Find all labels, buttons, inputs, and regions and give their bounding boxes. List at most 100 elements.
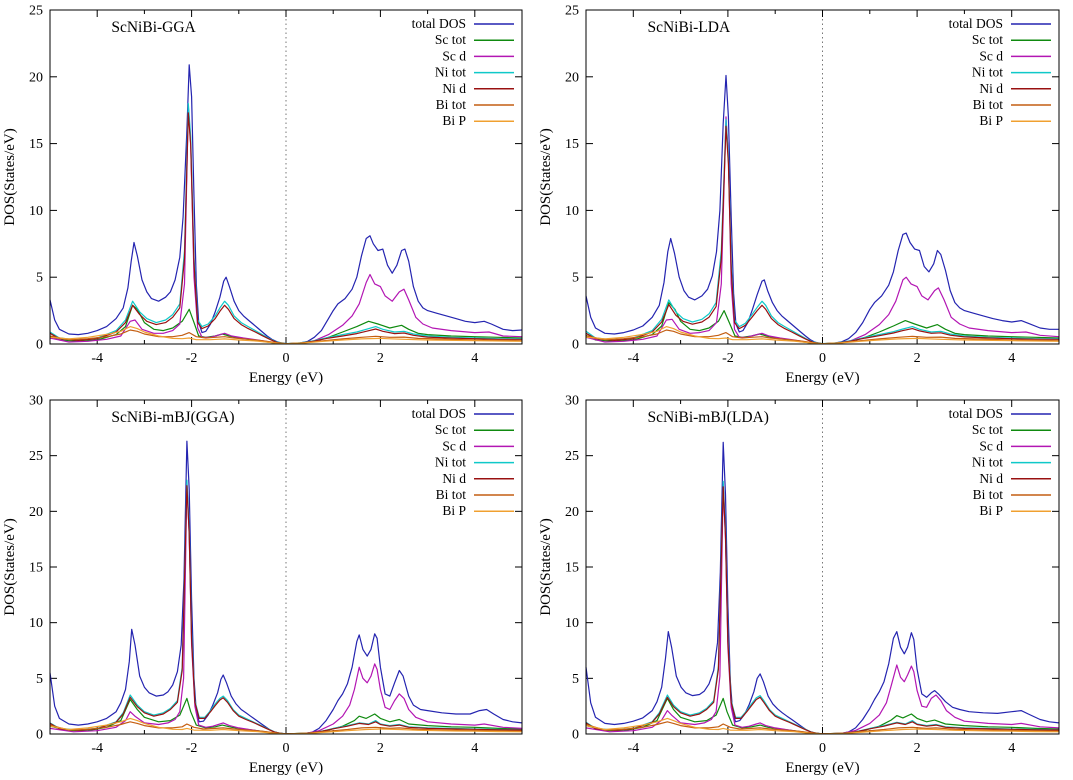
x-tick-label: 0 <box>819 351 826 366</box>
y-tick-label: 30 <box>29 394 43 409</box>
legend-label-sc-tot: Sc tot <box>972 422 1003 437</box>
legend-label-ni-d: Ni d <box>442 471 466 486</box>
y-tick-label: 25 <box>565 449 579 464</box>
legend-label-sc-tot: Sc tot <box>435 32 466 47</box>
y-tick-label: 25 <box>29 449 43 464</box>
plot-border <box>585 9 1060 345</box>
y-tick-label: 25 <box>565 4 579 19</box>
legend-label-ni-tot: Ni tot <box>435 455 466 470</box>
legend-label-sc-d: Sc d <box>442 48 466 63</box>
x-tick-label: -4 <box>91 351 103 366</box>
legend-label-total-dos: total DOS <box>412 16 466 31</box>
y-tick-label: 10 <box>565 616 579 631</box>
y-tick-label: 5 <box>572 271 579 286</box>
panel-scnibi-mbj-lda: 0 5 10 15 20 25 30 -4 -2 0 2 4 ScNiBi-mBJ(LDA) Energy… <box>536 390 1073 780</box>
chart-scnibi-gga: 0 5 10 15 20 25 -4 -2 0 2 4 ScNiBi-GGA Energy (eV) DO… <box>2 4 523 386</box>
legend-label-bi-p: Bi P <box>442 113 466 128</box>
legend-label-sc-tot: Sc tot <box>972 32 1003 47</box>
series-bi-p <box>49 326 523 345</box>
panel-title: ScNiBi-mBJ(GGA) <box>111 409 234 426</box>
series-ni-tot <box>585 119 1059 345</box>
legend-label-bi-p: Bi P <box>979 113 1003 128</box>
y-axis-label: DOS(States/eV) <box>2 518 18 616</box>
series-bi-tot <box>49 329 523 345</box>
y-tick-label: 15 <box>29 561 43 576</box>
panel-title: ScNiBi-GGA <box>111 19 196 36</box>
x-axis-label: Energy (eV) <box>785 760 859 776</box>
series-total-dos <box>585 441 1060 735</box>
legend-label-ni-d: Ni d <box>979 471 1003 486</box>
series-sc-d <box>49 482 523 735</box>
y-tick-label: 0 <box>36 338 43 353</box>
plot-border <box>49 9 523 345</box>
x-tick-label: 2 <box>377 351 384 366</box>
x-axis-label: Energy (eV) <box>249 760 323 776</box>
legend-label-bi-tot: Bi tot <box>436 487 467 502</box>
x-tick-label: 0 <box>819 741 826 756</box>
y-axis-label: DOS(States/eV) <box>2 128 18 226</box>
x-tick-label: -2 <box>722 741 734 756</box>
series-ni-d <box>585 125 1060 345</box>
x-tick-label: 2 <box>914 741 921 756</box>
legend-label-ni-d: Ni d <box>979 81 1003 96</box>
panel-scnibi-lda: 0 5 10 15 20 25 -4 -2 0 2 4 ScNiBi-LDA Energy (eV) DO… <box>536 0 1073 390</box>
series-ni-d <box>585 486 1060 735</box>
series-ni-d <box>49 485 523 735</box>
series-total-dos <box>585 74 1059 345</box>
legend-label-ni-tot: Ni tot <box>435 65 466 80</box>
x-tick-label: -2 <box>722 351 734 366</box>
x-tick-label: 4 <box>1008 351 1015 366</box>
y-tick-label: 25 <box>29 4 43 19</box>
panel-scnibi-mbj-gga: 0 5 10 15 20 25 30 -4 -2 0 2 4 ScNiBi-mBJ(GGA) Energy… <box>0 390 536 780</box>
legend-label-ni-tot: Ni tot <box>972 455 1003 470</box>
y-tick-label: 10 <box>29 204 43 219</box>
x-tick-label: -2 <box>186 741 198 756</box>
series-bi-tot <box>49 721 523 735</box>
plot-border <box>49 399 523 735</box>
y-axis-label: DOS(States/eV) <box>538 128 554 226</box>
x-tick-label: 0 <box>283 741 290 756</box>
series-total-dos <box>49 64 523 345</box>
x-tick-label: -4 <box>627 741 639 756</box>
y-tick-label: 20 <box>29 70 43 85</box>
x-axis-label: Energy (eV) <box>785 370 859 386</box>
legend-label-ni-d: Ni d <box>442 81 466 96</box>
legend-label-bi-tot: Bi tot <box>436 97 467 112</box>
legend-label-bi-p: Bi P <box>442 503 466 518</box>
y-tick-label: 20 <box>29 505 43 520</box>
legend-label-total-dos: total DOS <box>412 406 466 421</box>
series-ni-tot <box>49 102 522 345</box>
x-tick-label: 4 <box>471 351 478 366</box>
y-tick-label: 5 <box>572 672 579 687</box>
y-tick-label: 5 <box>36 271 43 286</box>
legend-label-sc-tot: Sc tot <box>435 422 466 437</box>
y-tick-label: 20 <box>565 70 579 85</box>
y-tick-label: 0 <box>572 338 579 353</box>
x-tick-label: 2 <box>377 741 384 756</box>
legend-label-sc-d: Sc d <box>442 438 466 453</box>
series-bi-tot <box>585 329 1060 345</box>
series-bi-p <box>49 717 523 735</box>
y-tick-label: 15 <box>565 561 579 576</box>
x-tick-label: -2 <box>186 351 198 366</box>
chart-scnibi-lda: 0 5 10 15 20 25 -4 -2 0 2 4 ScNiBi-LDA Energy (eV) DO… <box>538 4 1060 386</box>
y-tick-label: 20 <box>565 505 579 520</box>
x-axis-label: Energy (eV) <box>249 370 323 386</box>
plot-border <box>585 399 1060 735</box>
panel-title: ScNiBi-mBJ(LDA) <box>647 409 768 426</box>
series-bi-tot <box>585 721 1060 735</box>
y-tick-label: 5 <box>36 672 43 687</box>
series-bi-p <box>585 326 1060 345</box>
chart-scnibi-mbj-lda: 0 5 10 15 20 25 30 -4 -2 0 2 4 ScNiBi-mBJ(LDA) Energy… <box>538 394 1060 776</box>
legend-label-bi-p: Bi P <box>979 503 1003 518</box>
legend-label-bi-tot: Bi tot <box>973 97 1004 112</box>
y-tick-label: 10 <box>565 204 579 219</box>
series-bi-p <box>585 717 1060 735</box>
legend-label-sc-d: Sc d <box>979 48 1003 63</box>
legend-label-bi-tot: Bi tot <box>973 487 1004 502</box>
legend-label-ni-tot: Ni tot <box>972 65 1003 80</box>
chart-scnibi-mbj-gga: 0 5 10 15 20 25 30 -4 -2 0 2 4 ScNiBi-mBJ(GGA) Energy… <box>2 394 523 776</box>
x-tick-label: -4 <box>627 351 639 366</box>
panel-scnibi-gga: 0 5 10 15 20 25 -4 -2 0 2 4 ScNiBi-GGA Energy (eV) DO… <box>0 0 536 390</box>
